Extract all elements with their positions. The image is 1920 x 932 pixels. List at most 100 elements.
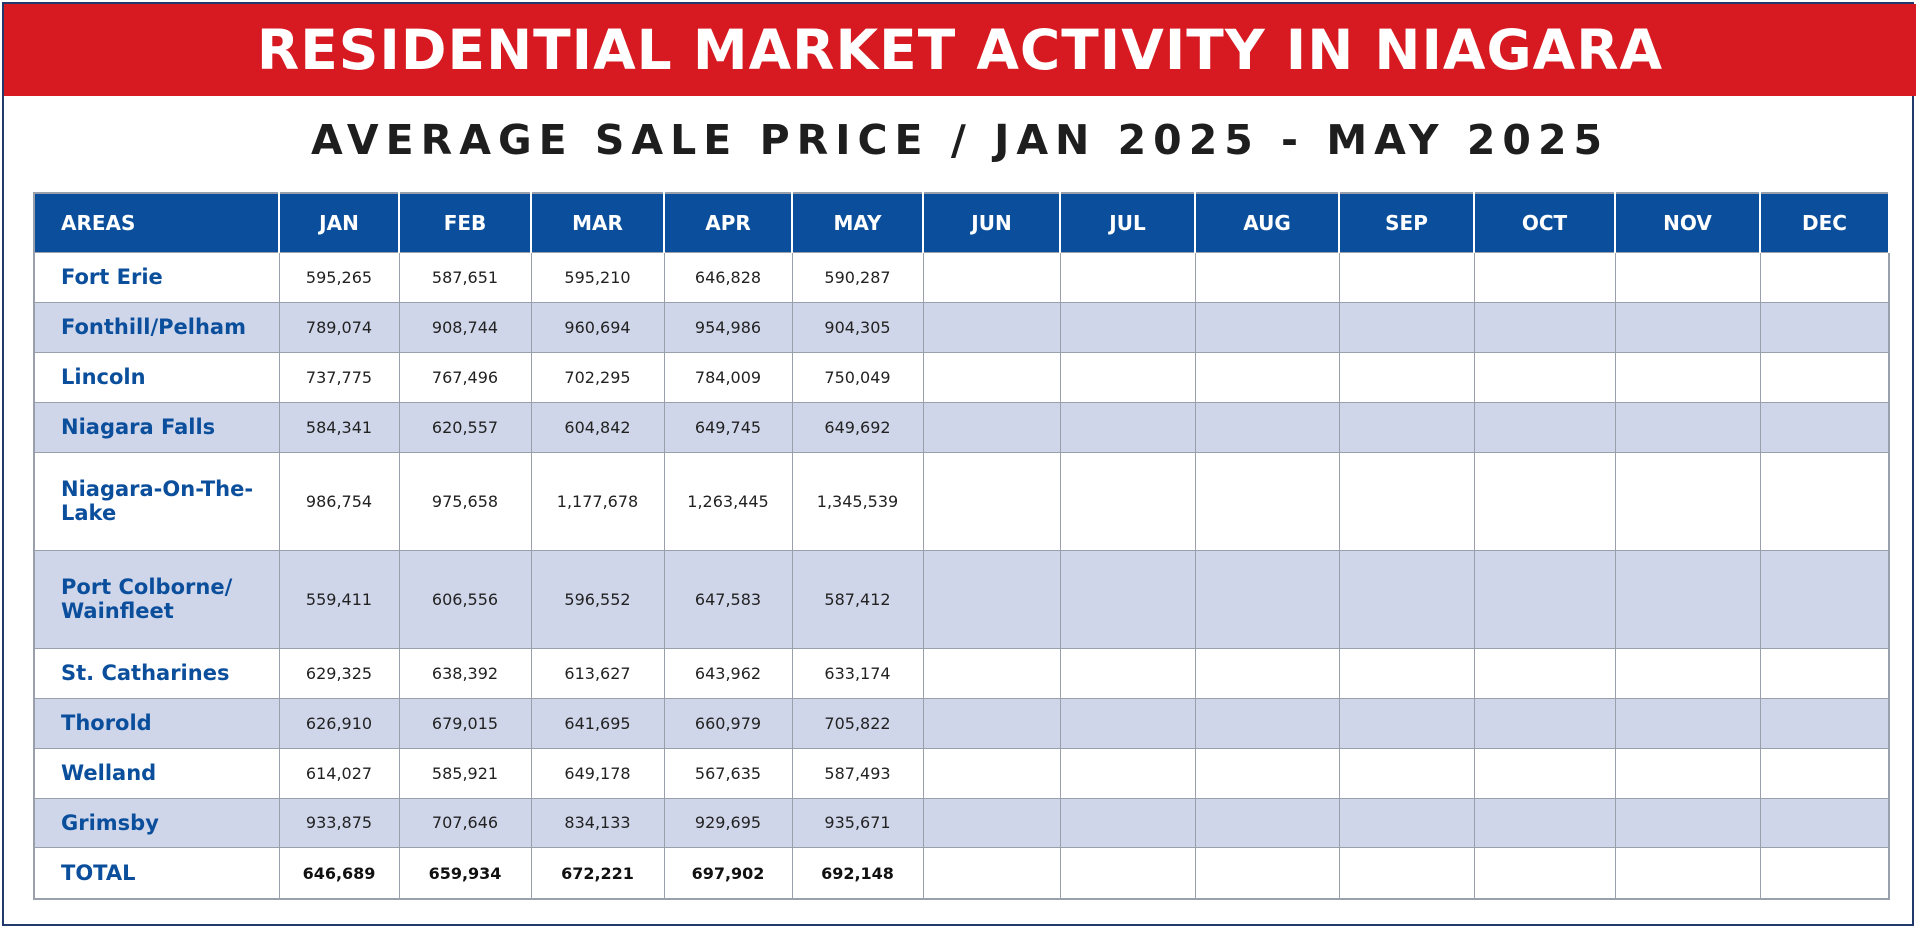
price-table: AREAS JAN FEB MAR APR MAY JUN JUL AUG SEP OCT NOV DE… bbox=[33, 192, 1890, 900]
column-header-dec: DEC bbox=[1760, 193, 1889, 253]
price-cell bbox=[1474, 698, 1615, 748]
price-cell: 707,646 bbox=[399, 798, 531, 848]
price-cell: 620,557 bbox=[399, 402, 531, 452]
price-cell: 697,902 bbox=[664, 848, 792, 899]
price-cell bbox=[1339, 698, 1474, 748]
price-cell: 789,074 bbox=[279, 302, 399, 352]
price-cell: 641,695 bbox=[531, 698, 664, 748]
price-cell bbox=[1195, 352, 1339, 402]
price-cell bbox=[1474, 848, 1615, 899]
price-cell bbox=[923, 402, 1060, 452]
price-cell: 646,689 bbox=[279, 848, 399, 899]
price-cell bbox=[1195, 798, 1339, 848]
price-cell bbox=[923, 648, 1060, 698]
price-cell bbox=[923, 452, 1060, 550]
price-cell: 649,745 bbox=[664, 402, 792, 452]
area-name: Port Colborne/ Wainfleet bbox=[34, 550, 279, 648]
price-cell bbox=[1060, 253, 1195, 303]
column-header-oct: OCT bbox=[1474, 193, 1615, 253]
price-cell bbox=[1195, 848, 1339, 899]
table-row: Port Colborne/ Wainfleet 559,411 606,556 59… bbox=[34, 550, 1889, 648]
price-cell bbox=[1474, 352, 1615, 402]
price-cell bbox=[1760, 648, 1889, 698]
price-cell: 633,174 bbox=[792, 648, 923, 698]
price-cell: 705,822 bbox=[792, 698, 923, 748]
price-cell bbox=[1615, 352, 1760, 402]
banner-title: RESIDENTIAL MARKET ACTIVITY IN NIAGARA bbox=[4, 4, 1916, 96]
price-cell bbox=[923, 848, 1060, 899]
price-cell: 629,325 bbox=[279, 648, 399, 698]
price-cell bbox=[1339, 798, 1474, 848]
price-cell bbox=[1060, 550, 1195, 648]
price-cell: 1,177,678 bbox=[531, 452, 664, 550]
price-cell bbox=[923, 798, 1060, 848]
price-cell: 604,842 bbox=[531, 402, 664, 452]
table-row: Niagara-On-The-Lake 986,754 975,658 1,177,6… bbox=[34, 452, 1889, 550]
table-row: Welland 614,027 585,921 649,178 567,635 587,4… bbox=[34, 748, 1889, 798]
price-cell: 643,962 bbox=[664, 648, 792, 698]
price-cell: 975,658 bbox=[399, 452, 531, 550]
price-cell: 737,775 bbox=[279, 352, 399, 402]
price-cell bbox=[923, 748, 1060, 798]
price-cell bbox=[1615, 550, 1760, 648]
price-cell: 595,210 bbox=[531, 253, 664, 303]
total-row: TOTAL 646,689 659,934 672,221 697,902 692,148 bbox=[34, 848, 1889, 899]
price-cell: 595,265 bbox=[279, 253, 399, 303]
price-cell bbox=[1760, 550, 1889, 648]
area-name: Fort Erie bbox=[34, 253, 279, 303]
price-cell bbox=[1060, 402, 1195, 452]
price-cell: 596,552 bbox=[531, 550, 664, 648]
price-cell bbox=[1195, 748, 1339, 798]
column-header-jul: JUL bbox=[1060, 193, 1195, 253]
column-header-may: MAY bbox=[792, 193, 923, 253]
price-cell bbox=[1760, 253, 1889, 303]
table-header-row: AREAS JAN FEB MAR APR MAY JUN JUL AUG SEP OCT NOV DE… bbox=[34, 193, 1889, 253]
area-name: TOTAL bbox=[34, 848, 279, 899]
price-cell: 638,392 bbox=[399, 648, 531, 698]
area-name: St. Catharines bbox=[34, 648, 279, 698]
column-header-apr: APR bbox=[664, 193, 792, 253]
price-cell bbox=[923, 302, 1060, 352]
price-cell bbox=[1060, 748, 1195, 798]
price-cell bbox=[1339, 302, 1474, 352]
price-cell bbox=[1195, 452, 1339, 550]
price-cell: 590,287 bbox=[792, 253, 923, 303]
price-cell bbox=[1339, 352, 1474, 402]
price-cell bbox=[1060, 848, 1195, 899]
table-row: Fonthill/Pelham 789,074 908,744 960,694 954,… bbox=[34, 302, 1889, 352]
price-cell: 649,178 bbox=[531, 748, 664, 798]
price-cell: 585,921 bbox=[399, 748, 531, 798]
column-header-mar: MAR bbox=[531, 193, 664, 253]
price-cell: 692,148 bbox=[792, 848, 923, 899]
price-cell bbox=[1474, 550, 1615, 648]
price-cell: 929,695 bbox=[664, 798, 792, 848]
price-cell: 960,694 bbox=[531, 302, 664, 352]
price-cell bbox=[1760, 302, 1889, 352]
price-cell: 587,651 bbox=[399, 253, 531, 303]
price-cell: 606,556 bbox=[399, 550, 531, 648]
column-header-nov: NOV bbox=[1615, 193, 1760, 253]
price-cell bbox=[1195, 402, 1339, 452]
column-header-sep: SEP bbox=[1339, 193, 1474, 253]
price-cell bbox=[1615, 848, 1760, 899]
price-cell bbox=[1760, 848, 1889, 899]
price-cell: 750,049 bbox=[792, 352, 923, 402]
price-cell: 679,015 bbox=[399, 698, 531, 748]
area-name: Thorold bbox=[34, 698, 279, 748]
price-cell: 587,493 bbox=[792, 748, 923, 798]
table-row: Lincoln 737,775 767,496 702,295 784,009 750,0… bbox=[34, 352, 1889, 402]
price-cell bbox=[1060, 452, 1195, 550]
price-cell: 834,133 bbox=[531, 798, 664, 848]
price-cell: 702,295 bbox=[531, 352, 664, 402]
price-cell bbox=[1615, 253, 1760, 303]
price-cell bbox=[1474, 798, 1615, 848]
column-header-areas: AREAS bbox=[34, 193, 279, 253]
price-cell bbox=[1060, 698, 1195, 748]
price-cell: 767,496 bbox=[399, 352, 531, 402]
price-cell bbox=[1339, 452, 1474, 550]
price-cell bbox=[1339, 550, 1474, 648]
price-cell: 672,221 bbox=[531, 848, 664, 899]
column-header-jun: JUN bbox=[923, 193, 1060, 253]
column-header-aug: AUG bbox=[1195, 193, 1339, 253]
price-cell bbox=[1060, 302, 1195, 352]
